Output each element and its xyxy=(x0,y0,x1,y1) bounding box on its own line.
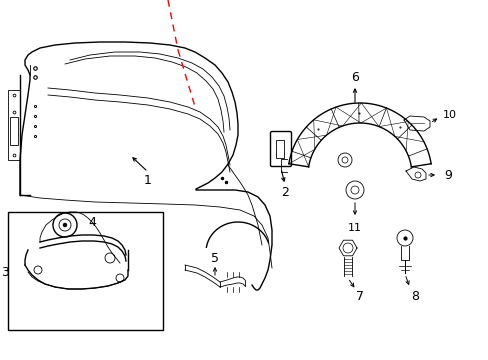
Text: 10: 10 xyxy=(442,110,456,120)
Bar xyxy=(10,117,18,145)
Bar xyxy=(8,212,163,330)
Text: 11: 11 xyxy=(347,223,361,233)
Text: 7: 7 xyxy=(355,289,363,302)
Text: 1: 1 xyxy=(144,174,152,186)
Text: 3: 3 xyxy=(1,266,9,279)
Bar xyxy=(275,140,284,158)
FancyBboxPatch shape xyxy=(270,131,291,166)
Text: 5: 5 xyxy=(210,252,219,265)
Text: 9: 9 xyxy=(443,168,451,181)
Text: 4: 4 xyxy=(88,216,96,229)
Text: 2: 2 xyxy=(281,185,288,198)
Text: 6: 6 xyxy=(350,71,358,84)
Circle shape xyxy=(63,223,67,227)
Text: 8: 8 xyxy=(410,289,418,302)
Bar xyxy=(8,90,20,160)
